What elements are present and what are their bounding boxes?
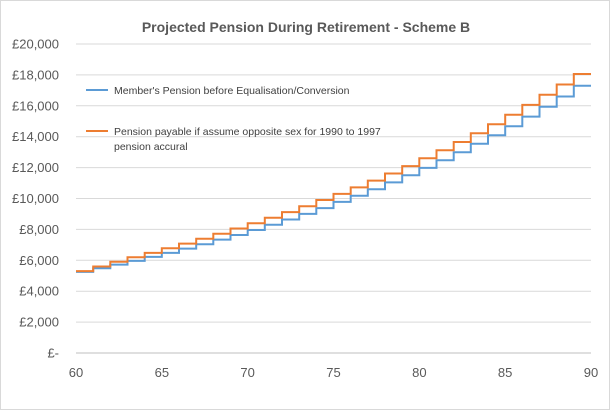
series-lines — [76, 73, 591, 273]
legend-label-2: Pension payable if assume opposite sex f… — [114, 126, 381, 153]
y-axis-tick-labels: £- £2,000 £4,000 £6,000 £8,000 £10,000 £12,000… — [12, 37, 59, 361]
y-tick-label: £6,000 — [19, 253, 59, 268]
y-tick-label: £18,000 — [12, 67, 59, 82]
y-tick-label: £20,000 — [12, 37, 59, 52]
x-tick-label: 90 — [584, 365, 598, 380]
x-axis: 60 65 70 75 80 85 90 — [69, 352, 598, 380]
x-tick-label: 70 — [240, 365, 254, 380]
y-tick-label: £4,000 — [19, 284, 59, 299]
y-tick-label: £- — [47, 346, 59, 361]
x-tick-label: 80 — [412, 365, 426, 380]
x-tick-label: 60 — [69, 365, 83, 380]
legend-label-1: Member's Pension before Equalisation/Con… — [114, 85, 350, 97]
y-tick-label: £10,000 — [12, 191, 59, 206]
series-line-1 — [76, 84, 591, 273]
chart-title: Projected Pension During Retirement - Sc… — [142, 19, 470, 35]
series-line-2 — [76, 73, 591, 273]
x-tick-label: 85 — [498, 365, 512, 380]
y-tick-label: £8,000 — [19, 222, 59, 237]
y-tick-label: £2,000 — [19, 315, 59, 330]
y-tick-label: £12,000 — [12, 160, 59, 175]
y-tick-label: £16,000 — [12, 98, 59, 113]
x-tick-label: 65 — [155, 365, 169, 380]
legend: Member's Pension before Equalisation/Con… — [86, 85, 381, 153]
y-tick-label: £14,000 — [12, 129, 59, 144]
x-tick-label: 75 — [326, 365, 340, 380]
